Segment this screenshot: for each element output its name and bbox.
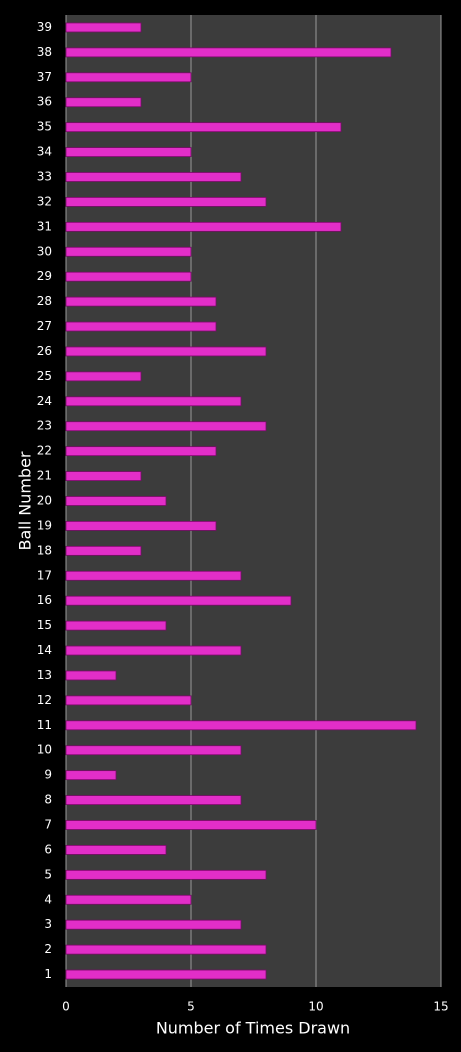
- bar: [65, 296, 217, 307]
- y-tick-label: 29: [37, 269, 52, 283]
- bar: [65, 919, 242, 930]
- x-tick-label: 5: [187, 1000, 195, 1014]
- y-tick-label: 15: [37, 618, 52, 632]
- y-tick-label: 9: [44, 768, 52, 782]
- y-tick-label: 5: [44, 867, 52, 881]
- bar: [65, 620, 167, 631]
- y-tick-label: 2: [44, 942, 52, 956]
- bar: [65, 645, 242, 656]
- y-tick-label: 10: [37, 743, 52, 757]
- bar: [65, 670, 117, 681]
- bar: [65, 371, 142, 382]
- bar: [65, 346, 267, 357]
- y-tick-label: 11: [37, 718, 52, 732]
- bar: [65, 496, 167, 506]
- bar: [65, 845, 167, 855]
- bar: [65, 595, 292, 606]
- bar: [65, 944, 267, 955]
- y-tick-label: 12: [37, 693, 52, 707]
- bar: [65, 172, 242, 182]
- bar: [65, 246, 192, 257]
- bar: [65, 820, 317, 830]
- y-tick-label: 6: [44, 842, 52, 856]
- y-tick-label: 28: [37, 294, 52, 308]
- y-tick-label: 18: [37, 543, 52, 557]
- x-tick-label: 10: [308, 1000, 323, 1014]
- y-tick-label: 24: [37, 394, 52, 408]
- bar: [65, 969, 267, 980]
- y-tick-label: 8: [44, 793, 52, 807]
- y-tick-label: 13: [37, 668, 52, 682]
- bar: [65, 72, 192, 83]
- bar: [65, 570, 242, 581]
- bar: [65, 147, 192, 157]
- y-tick-label: 16: [37, 593, 52, 607]
- bar: [65, 321, 217, 332]
- x-axis-title: Number of Times Drawn: [156, 1019, 350, 1038]
- bar: [65, 521, 217, 531]
- bar: [65, 770, 117, 781]
- y-tick-label: 39: [37, 20, 52, 34]
- y-tick-label: 4: [44, 892, 52, 906]
- y-tick-label: 3: [44, 917, 52, 931]
- x-tick-label: 15: [433, 1000, 448, 1014]
- bar: [65, 396, 242, 407]
- y-tick-label: 35: [37, 120, 52, 134]
- y-tick-label: 1: [44, 967, 52, 981]
- y-tick-label: 21: [37, 469, 52, 483]
- bar: [65, 869, 267, 880]
- y-tick-label: 20: [37, 494, 52, 508]
- x-tick-label: 0: [62, 1000, 70, 1014]
- bar: [65, 545, 142, 556]
- bar: [65, 421, 267, 432]
- y-tick-label: 19: [37, 518, 52, 532]
- y-axis-title: Ball Number: [16, 451, 35, 550]
- y-tick-label: 25: [37, 369, 52, 383]
- bar: [65, 745, 242, 756]
- y-tick-label: 27: [37, 319, 52, 333]
- bar: [65, 894, 192, 905]
- bar: [65, 197, 267, 207]
- bar: [65, 695, 192, 706]
- bar: [65, 795, 242, 805]
- bar: [65, 271, 192, 282]
- y-tick-label: 36: [37, 95, 52, 109]
- y-tick-label: 31: [37, 219, 52, 233]
- y-tick-label: 38: [37, 45, 52, 59]
- bar: [65, 221, 342, 232]
- y-tick-label: 33: [37, 170, 52, 184]
- bar: [65, 22, 142, 33]
- bar: [65, 122, 342, 133]
- bar: [65, 446, 217, 457]
- bar: [65, 97, 142, 108]
- y-tick-label: 14: [37, 643, 52, 657]
- y-tick-label: 22: [37, 444, 52, 458]
- y-tick-label: 30: [37, 244, 52, 258]
- bar: [65, 47, 392, 58]
- y-tick-label: 17: [37, 568, 52, 582]
- y-tick-label: 32: [37, 194, 52, 208]
- y-tick-label: 37: [37, 70, 52, 84]
- y-tick-label: 26: [37, 344, 52, 358]
- y-tick-label: 7: [44, 818, 52, 832]
- y-tick-label: 23: [37, 419, 52, 433]
- bar: [65, 471, 142, 481]
- bar: [65, 720, 417, 731]
- y-tick-label: 34: [37, 145, 52, 159]
